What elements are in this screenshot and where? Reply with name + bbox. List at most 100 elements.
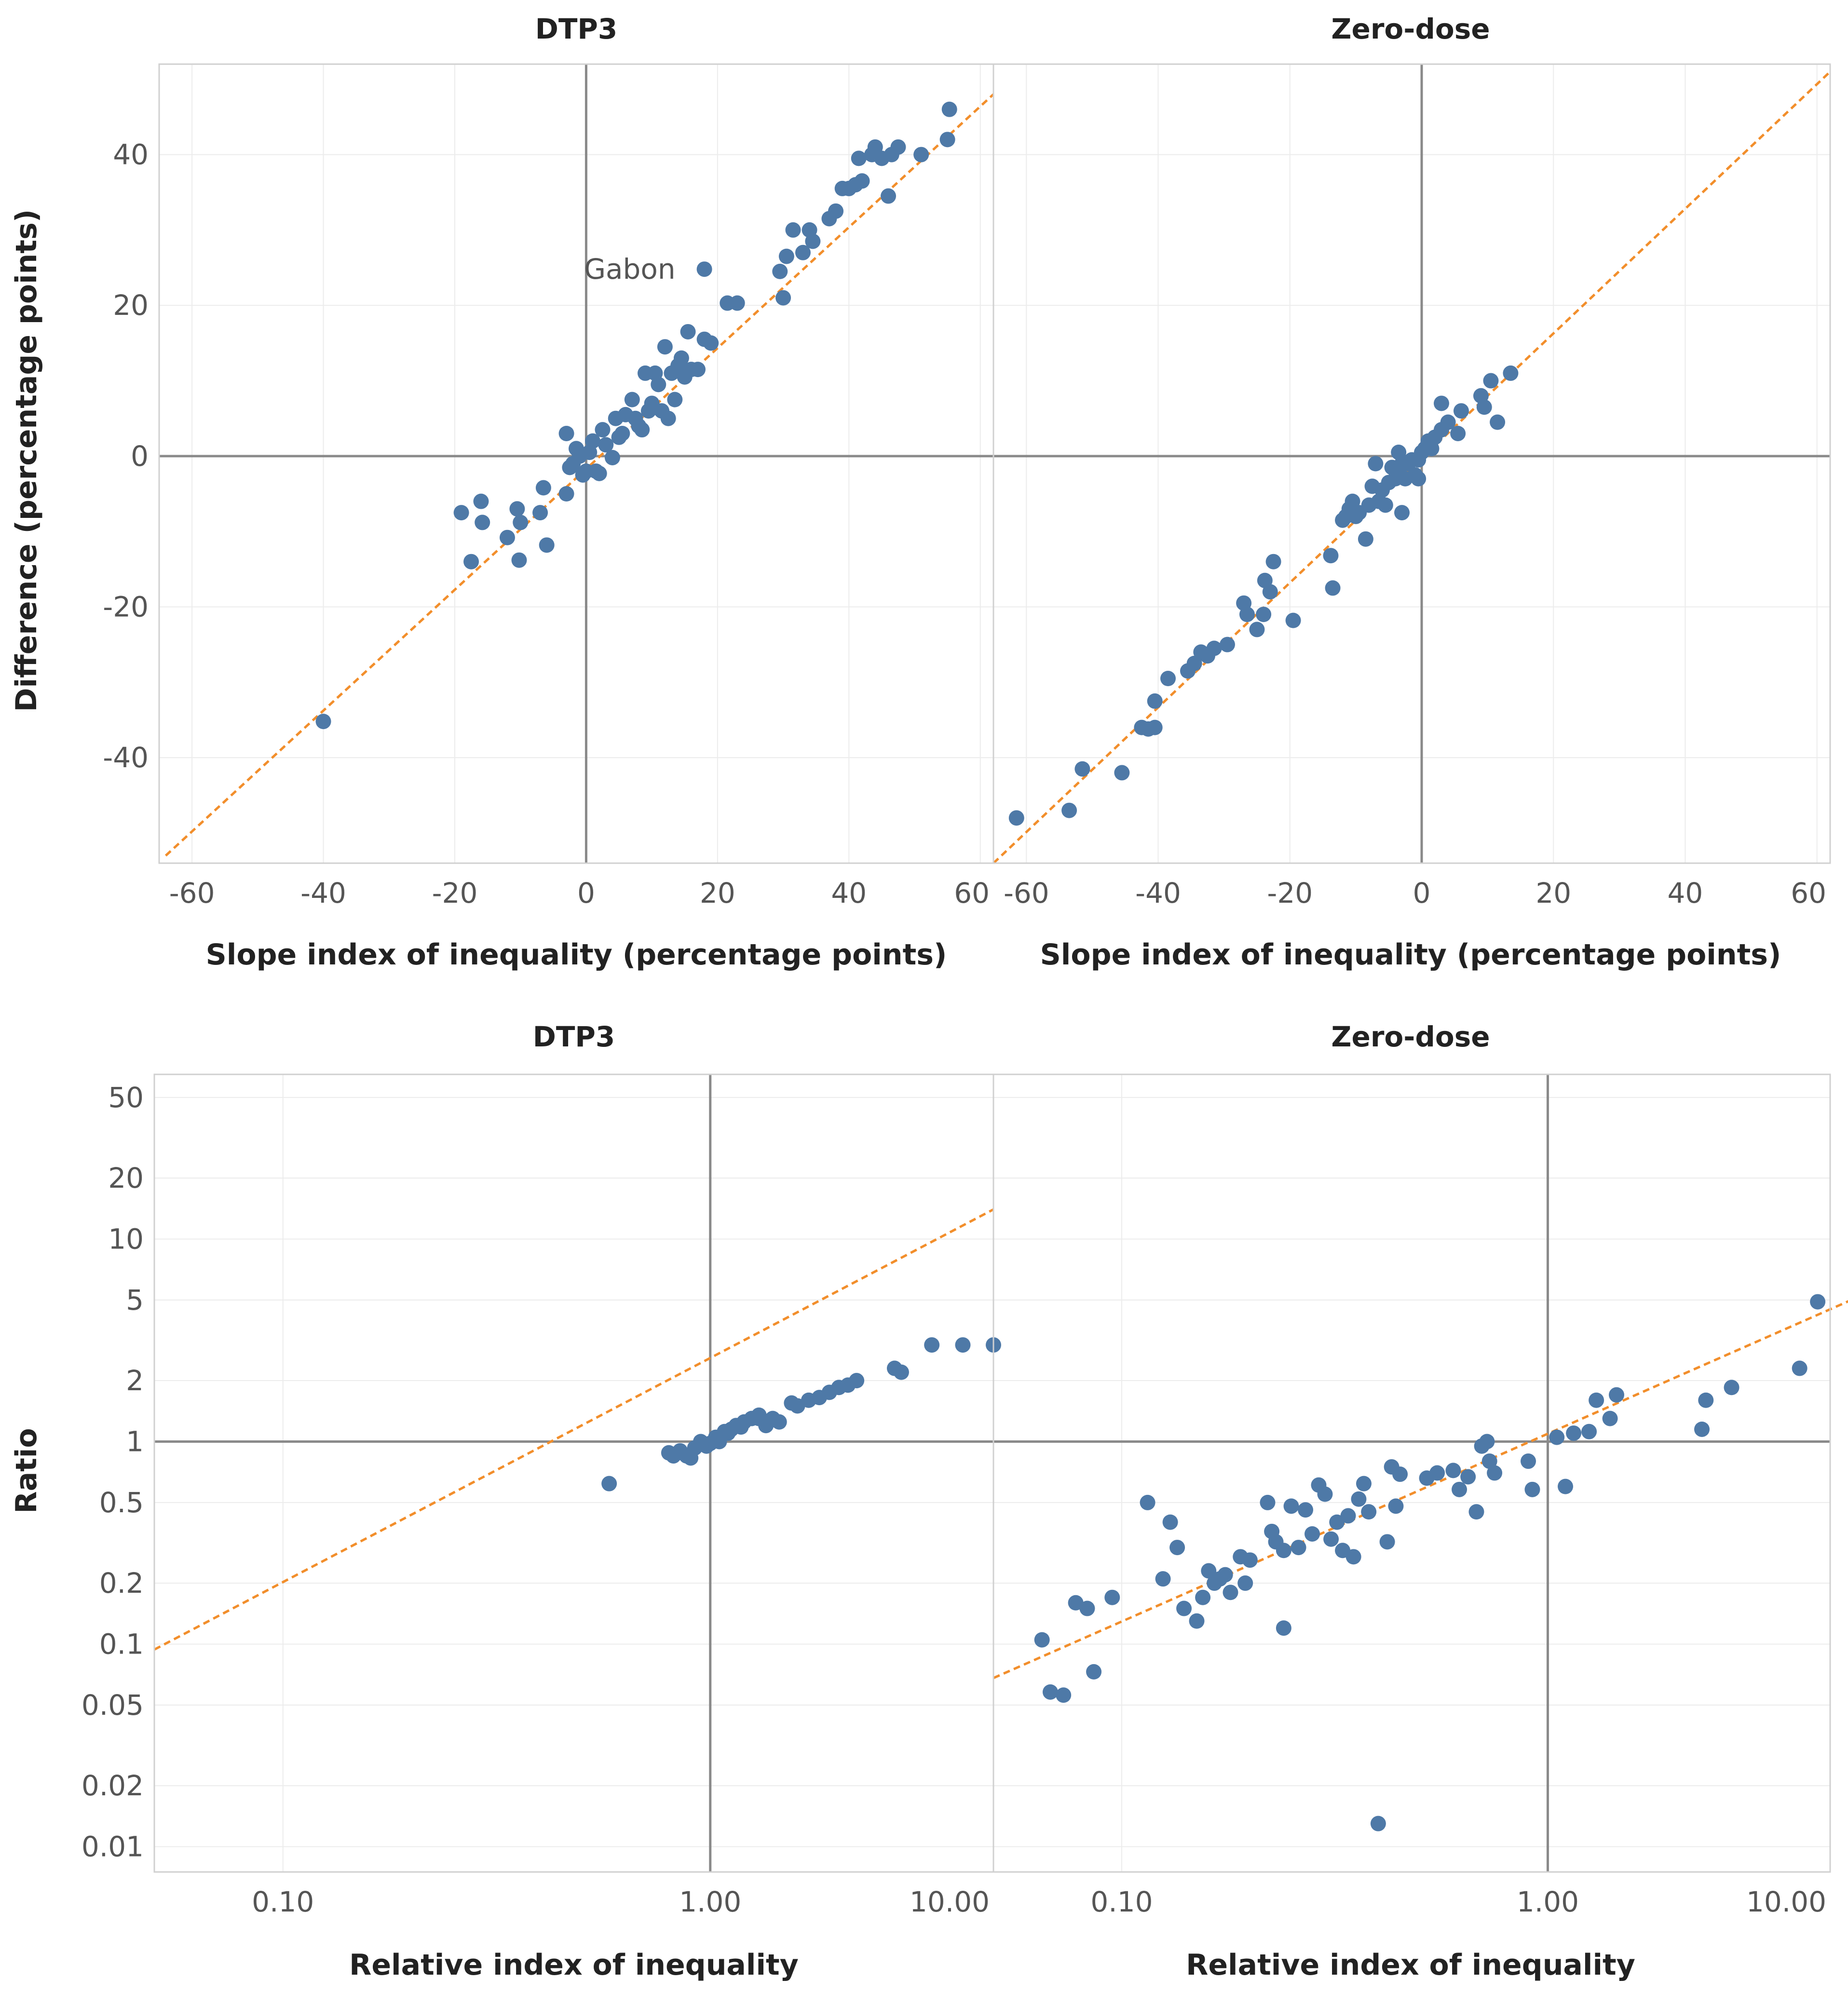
data-point <box>660 410 676 426</box>
data-point <box>1162 1514 1178 1530</box>
data-point <box>1490 414 1506 430</box>
data-point <box>1810 1294 1826 1310</box>
data-point <box>1392 1466 1408 1482</box>
data-point <box>673 350 689 366</box>
y-tick-label: 1 <box>126 1425 144 1458</box>
data-point <box>1147 719 1163 735</box>
data-point <box>1325 580 1341 596</box>
data-point <box>890 139 906 155</box>
data-point <box>1262 584 1278 600</box>
y-tick-label: 20 <box>113 289 149 322</box>
data-point <box>1345 1549 1361 1565</box>
data-point <box>601 1476 617 1491</box>
x-tick-label: 0 <box>577 877 595 909</box>
data-point <box>1160 671 1176 687</box>
y-tick-label: 10 <box>108 1222 144 1255</box>
trend-line <box>164 93 994 857</box>
x-tick-label: 60 <box>954 877 990 909</box>
data-point <box>1602 1410 1618 1426</box>
data-point <box>690 362 706 378</box>
data-point <box>913 147 929 163</box>
data-point <box>1242 1552 1258 1568</box>
data-point <box>893 1364 909 1380</box>
data-point <box>1304 1526 1320 1542</box>
data-point <box>1256 607 1272 623</box>
data-point <box>1323 1531 1339 1547</box>
data-point <box>509 501 525 517</box>
data-point <box>939 132 955 148</box>
data-point <box>1429 1465 1445 1481</box>
data-point <box>1201 1563 1217 1579</box>
data-point <box>1589 1392 1604 1408</box>
x-tick-label: -20 <box>1267 877 1313 909</box>
data-point <box>851 150 867 166</box>
panel-title: Zero-dose <box>1331 1020 1490 1053</box>
data-point <box>1086 1664 1102 1680</box>
data-point <box>667 392 683 407</box>
data-point <box>624 392 640 407</box>
y-tick-label: 0.1 <box>99 1627 144 1660</box>
data-point <box>535 480 551 496</box>
y-tick-label: 40 <box>113 138 149 171</box>
data-point <box>634 422 650 438</box>
data-point <box>1379 1534 1395 1550</box>
data-point <box>1479 1434 1495 1450</box>
y-tick-label: 0 <box>131 440 149 473</box>
data-point <box>1206 640 1222 656</box>
data-point <box>1460 1469 1476 1485</box>
data-point <box>924 1337 940 1353</box>
data-point <box>1276 1543 1291 1559</box>
data-point <box>805 233 821 249</box>
data-point <box>854 173 870 189</box>
data-point <box>1609 1387 1625 1403</box>
data-point <box>1558 1478 1574 1494</box>
data-point <box>558 486 574 502</box>
data-point <box>614 425 630 441</box>
data-point <box>558 425 574 441</box>
y-tick-label: 0.2 <box>99 1567 144 1600</box>
data-point <box>1176 1600 1192 1616</box>
x-axis-label: Relative index of inequality <box>349 1948 799 1982</box>
data-point <box>778 248 794 264</box>
data-point <box>1061 802 1077 818</box>
data-point <box>1079 1600 1095 1616</box>
data-point <box>463 554 479 569</box>
data-point <box>1452 1481 1468 1497</box>
data-point <box>941 101 957 117</box>
data-point <box>1265 554 1281 569</box>
y-tick-label: -40 <box>103 741 149 774</box>
data-point <box>1074 761 1090 777</box>
data-point <box>1440 414 1456 430</box>
data-point <box>1155 1571 1171 1587</box>
data-point <box>1056 1687 1072 1703</box>
data-point <box>595 422 611 438</box>
x-tick-label: -60 <box>1004 877 1049 909</box>
data-point <box>703 335 719 351</box>
panel-title: DTP3 <box>535 13 618 45</box>
data-point <box>1042 1684 1058 1700</box>
data-point <box>1394 505 1410 521</box>
data-point <box>1351 1491 1367 1507</box>
data-point <box>1340 1508 1356 1524</box>
data-point <box>1724 1380 1739 1396</box>
data-point <box>867 139 883 155</box>
data-point <box>591 465 607 481</box>
x-tick-label: 1.00 <box>1517 1885 1579 1918</box>
data-point <box>1468 1504 1484 1520</box>
x-tick-label: 0.10 <box>252 1885 314 1918</box>
y-tick-label: 2 <box>126 1364 144 1397</box>
x-tick-label: -20 <box>432 877 478 909</box>
data-point <box>1549 1429 1565 1445</box>
data-point <box>1581 1424 1597 1439</box>
data-point <box>657 339 673 355</box>
data-point <box>771 1414 787 1430</box>
data-point <box>1217 1567 1233 1583</box>
data-point <box>1792 1360 1807 1376</box>
y-tick-label: 0.05 <box>82 1689 144 1722</box>
data-point <box>1450 425 1466 441</box>
data-point <box>1368 456 1384 472</box>
panel-zero-dose-slope: Zero-dose -60 -40 -20 0 20 40 60 Slope index o… <box>992 13 1831 972</box>
plot-frame <box>992 63 1831 864</box>
